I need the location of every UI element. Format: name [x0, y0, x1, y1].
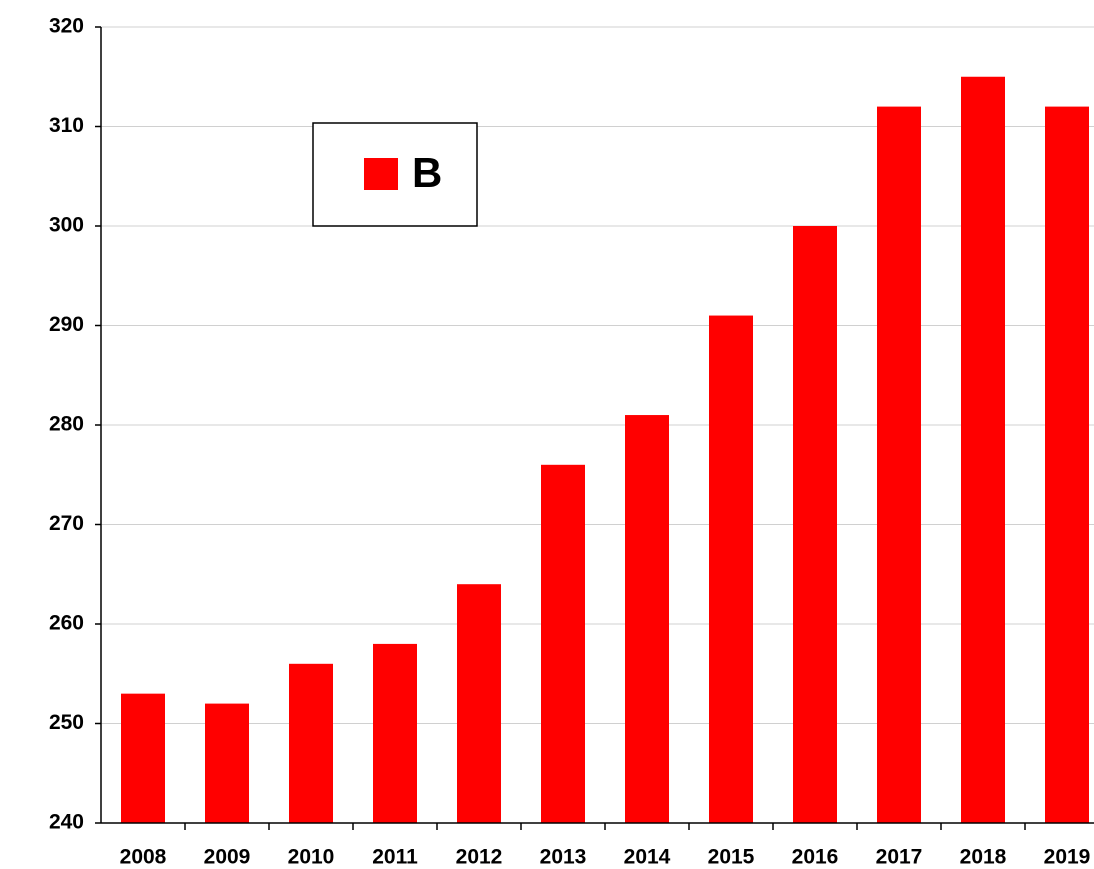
y-tick-label: 300	[49, 214, 84, 237]
x-tick-label: 2017	[876, 846, 923, 869]
bar	[205, 703, 249, 823]
x-tick-label: 2011	[372, 846, 418, 869]
legend-label: B	[412, 149, 442, 196]
x-tick-label: 2010	[288, 846, 335, 869]
y-tick-label: 320	[49, 15, 84, 38]
x-tick-label: 2015	[708, 846, 755, 869]
bar	[709, 315, 753, 823]
x-tick-label: 2008	[120, 846, 167, 869]
x-tick-label: 2014	[624, 846, 671, 869]
legend: B	[312, 122, 478, 227]
y-tick-label: 240	[49, 811, 84, 834]
y-tick-label: 290	[49, 313, 84, 336]
bar	[541, 464, 585, 823]
x-tick-label: 2013	[540, 846, 587, 869]
bar	[373, 643, 417, 823]
x-tick-label: 2019	[1044, 846, 1091, 869]
bar	[877, 106, 921, 824]
bar	[457, 584, 501, 823]
y-tick-label: 260	[49, 612, 84, 635]
legend-swatch	[364, 158, 398, 190]
y-tick-label: 270	[49, 512, 84, 535]
bars	[121, 76, 1089, 824]
bar	[121, 693, 165, 823]
bar	[793, 226, 837, 823]
bar	[625, 415, 669, 823]
x-tick-label: 2018	[960, 846, 1007, 869]
bar	[289, 663, 333, 823]
y-tick-label: 310	[49, 114, 84, 137]
x-tick-label: 2012	[456, 846, 503, 869]
y-tick-label: 280	[49, 413, 84, 436]
y-tick-label: 250	[49, 711, 84, 734]
bar	[1045, 106, 1089, 824]
x-tick-label: 2009	[204, 846, 251, 869]
grid	[101, 26, 1094, 824]
x-tick-label: 2016	[792, 846, 839, 869]
bar	[961, 76, 1005, 823]
